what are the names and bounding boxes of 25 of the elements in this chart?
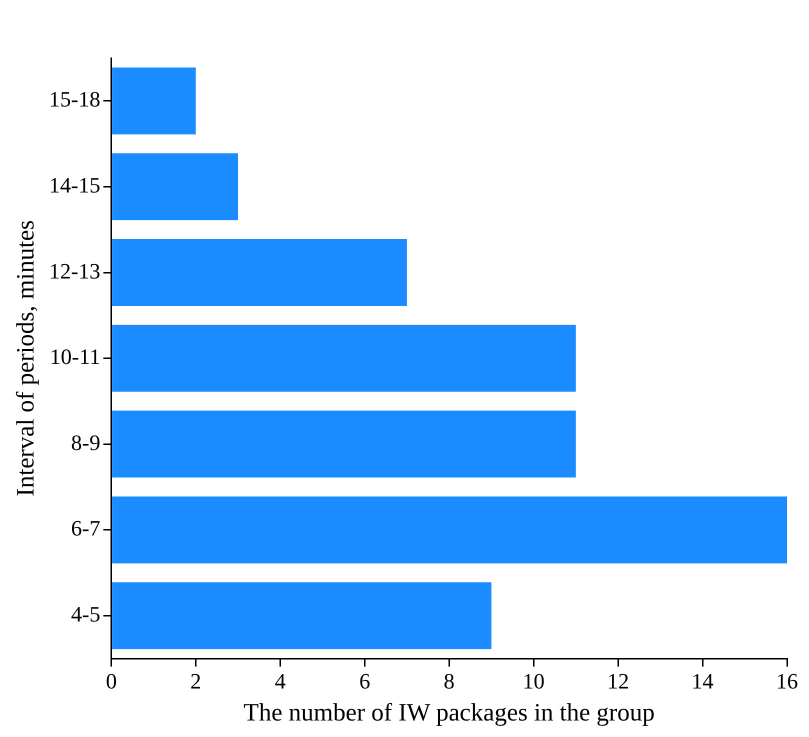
bar	[112, 324, 576, 392]
y-tick-label: 15-18	[49, 86, 100, 112]
x-tick-label: 6	[359, 668, 370, 694]
bar	[112, 496, 787, 564]
bar	[112, 153, 238, 220]
x-tick-label: 14	[692, 668, 714, 694]
x-tick-label: 2	[190, 668, 202, 694]
x-tick-label: 0	[106, 668, 117, 694]
y-tick-label: 8-9	[71, 430, 100, 455]
y-axis-title: Interval of periods, minutes	[12, 220, 40, 496]
x-tick-label: 8	[444, 668, 455, 694]
bar	[112, 410, 576, 478]
y-tick-label: 14-15	[49, 172, 100, 198]
x-tick-label: 4	[274, 668, 286, 694]
bar	[112, 239, 407, 306]
bar	[112, 582, 492, 650]
y-tick-label: 10-11	[50, 344, 100, 370]
x-tick-label: 12	[607, 668, 630, 694]
y-tick-label: 6-7	[71, 516, 100, 541]
bar	[112, 67, 196, 134]
x-tick-label: 10	[522, 668, 545, 694]
x-axis-title: The number of IW packages in the group	[244, 700, 655, 727]
y-tick-label: 4-5	[71, 601, 100, 626]
y-tick-label: 12-13	[49, 258, 100, 284]
x-tick-label: 16	[776, 668, 798, 694]
